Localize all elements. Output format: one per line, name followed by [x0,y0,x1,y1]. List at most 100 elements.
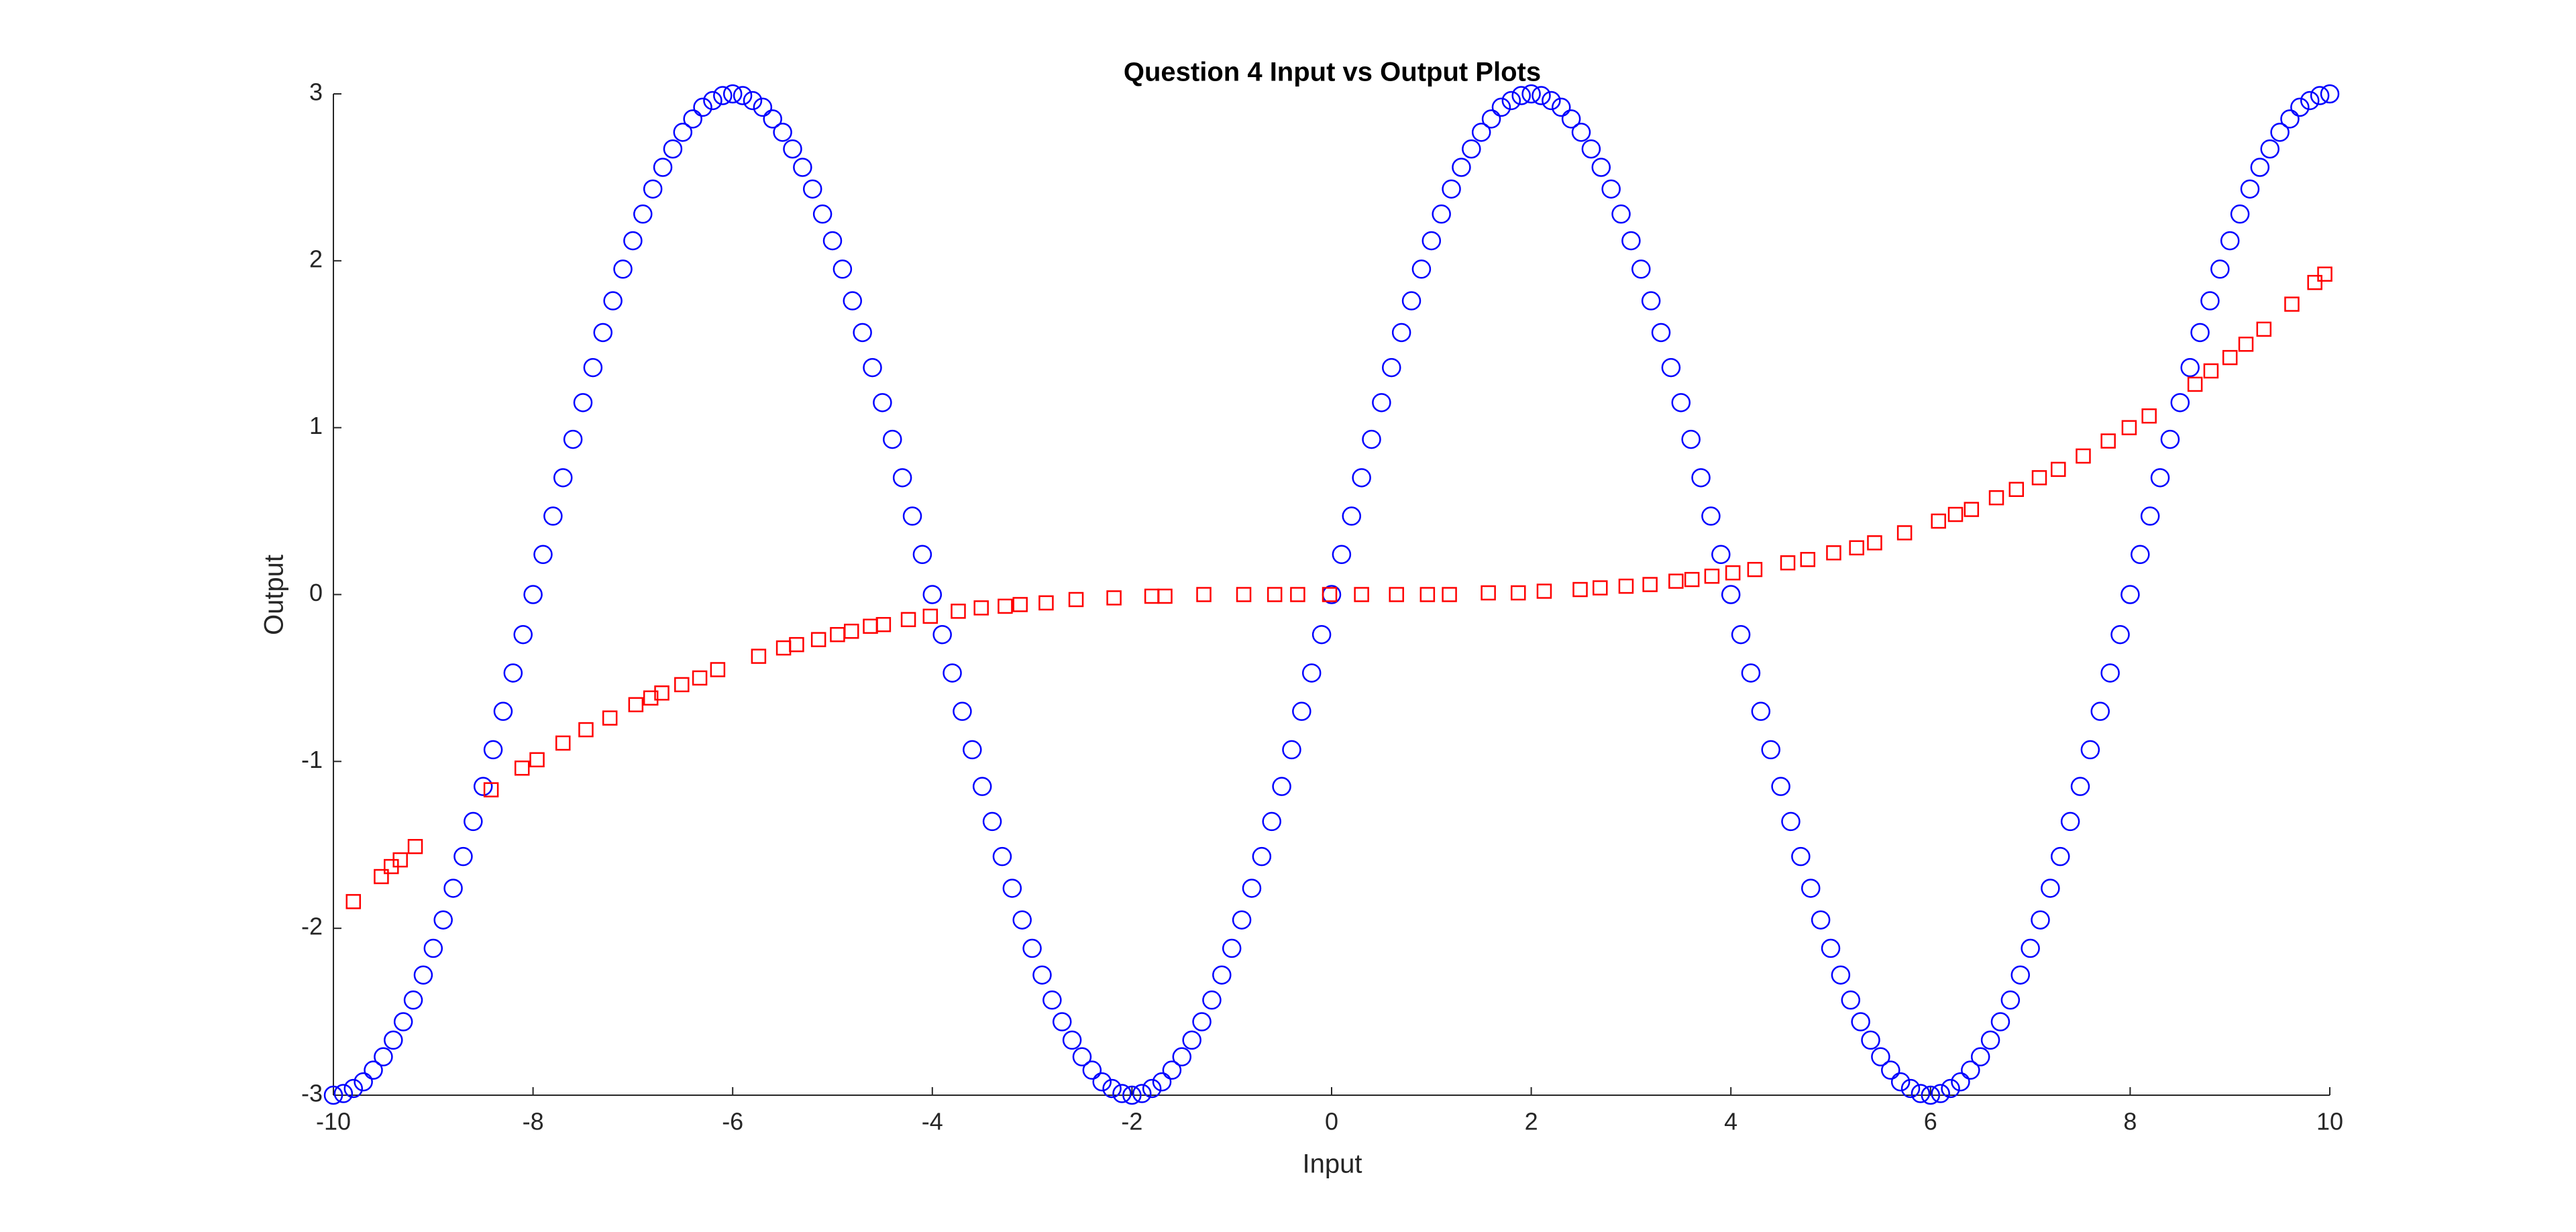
circle-marker [1382,357,1401,378]
circle-marker [1142,1078,1162,1099]
circle-marker [1501,91,1521,111]
square-marker [1196,587,1212,602]
circle-marker [963,740,982,760]
circle-marker [2250,158,2270,177]
circle-marker [1990,1012,2010,1031]
square-marker [1481,585,1496,601]
circle-marker [1162,1060,1182,1080]
circle-marker [384,1030,403,1050]
y-tick-label: 1 [309,412,323,439]
square-marker [1536,583,1552,599]
circle-marker [2180,357,2200,378]
circle-marker [1561,109,1581,129]
circle-marker [822,231,843,251]
circle-marker [2300,91,2320,111]
square-marker [2187,376,2203,392]
circle-marker [1062,1030,1082,1050]
circle-marker [453,846,473,866]
circle-marker [1002,879,1022,898]
circle-marker [1641,291,1661,311]
circle-marker [2021,938,2040,958]
circle-marker [553,468,573,488]
circle-marker [1781,811,1801,832]
circle-marker [433,910,453,930]
circle-marker [2100,663,2120,683]
square-marker [1947,506,1964,522]
circle-marker [393,1012,413,1031]
square-marker [628,697,644,712]
square-marker [810,632,826,647]
circle-marker [663,139,683,159]
circle-marker [633,204,653,224]
square-marker [654,685,669,701]
circle-marker [992,846,1012,866]
square-marker [1157,588,1173,604]
circle-marker [1192,1012,1212,1031]
circle-marker [603,291,623,311]
circle-marker [2270,122,2290,142]
square-marker [345,894,362,909]
circle-marker [703,91,722,111]
square-marker [951,604,966,619]
circle-marker [1841,990,1861,1010]
circle-marker [364,1060,383,1080]
circle-marker [982,811,1002,832]
circle-marker [1521,84,1541,104]
x-tick-label: -10 [316,1108,351,1135]
square-marker [514,761,530,776]
circle-marker [1092,1072,1112,1092]
circle-marker [2131,545,2150,565]
circle-marker [2150,468,2170,488]
square-marker [2121,420,2137,435]
square-marker [1867,535,1882,551]
circle-marker [2280,109,2300,129]
circle-marker [1791,846,1811,866]
square-marker [1236,587,1252,602]
circle-marker [1731,624,1751,645]
circle-marker [1462,139,1481,159]
circle-marker [1152,1072,1172,1092]
square-marker [1419,587,1436,602]
square-marker [900,612,916,628]
circle-marker [1980,1030,2000,1050]
circle-marker [843,291,863,311]
square-marker [1747,561,1763,577]
circle-marker [643,179,663,199]
circle-marker [1511,86,1531,105]
circle-marker [1072,1047,1092,1067]
circle-marker [2110,624,2130,645]
circle-marker [1881,1060,1900,1080]
circle-marker [1961,1060,1980,1080]
square-marker [1511,585,1526,601]
square-marker [1931,513,1946,529]
square-marker [555,735,571,751]
circle-marker [493,702,513,721]
circle-marker [1301,663,1322,683]
circle-marker [1311,624,1332,645]
circle-marker [1691,468,1711,488]
circle-marker [1681,429,1701,449]
square-marker [1725,565,1741,581]
square-marker [392,852,408,868]
circle-marker [1711,545,1731,565]
square-marker [2238,337,2254,352]
circle-marker [1741,663,1761,683]
x-tick-label: 4 [1724,1108,1737,1135]
circle-marker [2220,231,2240,251]
circle-marker [533,545,553,565]
square-marker [1442,587,1457,602]
square-marker [1849,540,1864,556]
square-marker [1896,525,1913,541]
circle-marker [1551,97,1571,117]
square-marker [1322,587,1338,602]
circle-marker [2210,260,2230,279]
circle-marker [743,91,763,111]
x-tick-label: -4 [922,1108,943,1135]
circle-marker [1172,1047,1192,1067]
circle-marker [2000,990,2021,1010]
square-marker [2051,461,2066,478]
circle-marker [413,965,433,985]
circle-marker [833,260,853,279]
circle-marker [1721,585,1741,604]
